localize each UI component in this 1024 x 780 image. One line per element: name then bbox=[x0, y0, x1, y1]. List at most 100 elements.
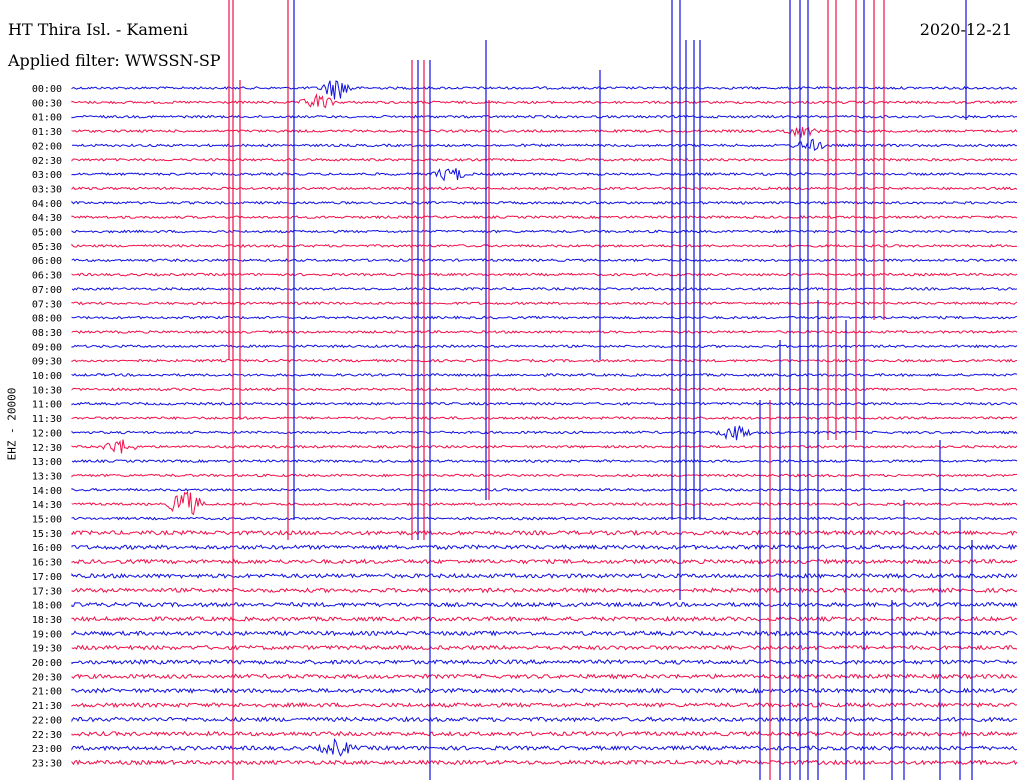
trace-line bbox=[71, 126, 1018, 138]
trace-line bbox=[71, 601, 1018, 608]
trace-line bbox=[71, 658, 1018, 666]
tick-label: 05:00 bbox=[32, 228, 62, 239]
tick-label: 19:00 bbox=[32, 629, 62, 640]
tick-label: 22:30 bbox=[32, 730, 62, 741]
trace-line bbox=[71, 759, 1018, 766]
tick-label: 20:30 bbox=[32, 672, 62, 683]
trace-line bbox=[71, 215, 1018, 220]
tick-label: 01:00 bbox=[32, 113, 62, 124]
tick-label: 02:00 bbox=[32, 141, 62, 152]
trace-line bbox=[71, 516, 1018, 521]
trace-line bbox=[71, 473, 1018, 478]
tick-label: 16:30 bbox=[32, 558, 62, 569]
tick-label: 10:00 bbox=[32, 371, 62, 382]
trace-line bbox=[71, 487, 1018, 492]
tick-label: 11:00 bbox=[32, 400, 62, 411]
tick-label: 16:00 bbox=[32, 543, 62, 554]
trace-line bbox=[71, 459, 1018, 464]
trace-line bbox=[71, 80, 1018, 100]
tick-label: 07:30 bbox=[32, 299, 62, 310]
tick-label: 22:00 bbox=[32, 715, 62, 726]
trace-line bbox=[71, 673, 1018, 680]
trace-line bbox=[71, 439, 1018, 454]
trace-line bbox=[71, 630, 1018, 637]
trace-line bbox=[71, 114, 1018, 119]
trace-line bbox=[71, 401, 1018, 406]
trace-line bbox=[71, 543, 1018, 551]
tick-label: 05:30 bbox=[32, 242, 62, 253]
tick-label: 04:00 bbox=[32, 199, 62, 210]
tick-label: 15:00 bbox=[32, 515, 62, 526]
trace-line bbox=[71, 358, 1018, 363]
trace-line bbox=[71, 586, 1018, 594]
tick-label: 09:30 bbox=[32, 357, 62, 368]
tick-label: 18:00 bbox=[32, 601, 62, 612]
tick-label: 12:30 bbox=[32, 443, 62, 454]
trace-line bbox=[71, 373, 1018, 378]
tick-label: 11:30 bbox=[32, 414, 62, 425]
trace-line bbox=[71, 258, 1018, 263]
trace-line bbox=[71, 387, 1018, 392]
trace-line bbox=[71, 243, 1018, 248]
trace-line bbox=[71, 186, 1018, 191]
trace-line bbox=[71, 329, 1018, 334]
trace-line bbox=[71, 558, 1018, 565]
tick-label: 06:30 bbox=[32, 271, 62, 282]
tick-label: 15:30 bbox=[32, 529, 62, 540]
trace-line bbox=[71, 425, 1018, 441]
station-title: HT Thira Isl. - Kameni bbox=[8, 20, 188, 39]
trace-line bbox=[71, 301, 1018, 306]
tick-label: 06:00 bbox=[32, 256, 62, 267]
tick-label: 17:30 bbox=[32, 586, 62, 597]
time-tick-labels: 00:00 00:30 01:00 01:30 02:00 02:30 03:00 03:30… bbox=[32, 84, 62, 769]
trace-line bbox=[71, 644, 1018, 651]
trace-line bbox=[71, 529, 1018, 537]
tick-label: 18:30 bbox=[32, 615, 62, 626]
tick-label: 13:00 bbox=[32, 457, 62, 468]
filter-label: Applied filter: WWSSN-SP bbox=[8, 51, 221, 70]
tick-label: 21:30 bbox=[32, 701, 62, 712]
tick-label: 23:30 bbox=[32, 758, 62, 769]
trace-line bbox=[71, 272, 1018, 277]
tick-label: 14:30 bbox=[32, 500, 62, 511]
trace-line bbox=[71, 344, 1018, 349]
tick-label: 00:30 bbox=[32, 98, 62, 109]
trace-line bbox=[71, 157, 1018, 162]
trace-line bbox=[71, 93, 1018, 109]
tick-label: 03:00 bbox=[32, 170, 62, 181]
tick-label: 17:00 bbox=[32, 572, 62, 583]
trace-line bbox=[71, 701, 1018, 709]
tick-label: 02:30 bbox=[32, 156, 62, 167]
tick-label: 08:30 bbox=[32, 328, 62, 339]
tick-label: 21:00 bbox=[32, 687, 62, 698]
trace-line bbox=[71, 738, 1018, 757]
tick-label: 00:00 bbox=[32, 84, 62, 95]
tick-label: 19:30 bbox=[32, 644, 62, 655]
tick-label: 14:00 bbox=[32, 486, 62, 497]
trace-line bbox=[71, 315, 1018, 320]
tick-label: 03:30 bbox=[32, 184, 62, 195]
tick-label: 08:00 bbox=[32, 314, 62, 325]
tick-label: 07:00 bbox=[32, 285, 62, 296]
trace-line bbox=[71, 200, 1018, 205]
tick-label: 13:30 bbox=[32, 471, 62, 482]
tick-label: 09:00 bbox=[32, 342, 62, 353]
trace-line bbox=[71, 615, 1018, 623]
trace-line bbox=[71, 490, 1018, 516]
tick-label: 01:30 bbox=[32, 127, 62, 138]
tick-label: 04:30 bbox=[32, 213, 62, 224]
trace-line bbox=[71, 286, 1018, 291]
trace-line bbox=[71, 168, 1018, 182]
trace-line bbox=[71, 572, 1018, 580]
seismic-traces bbox=[71, 0, 1018, 780]
trace-line bbox=[71, 416, 1018, 421]
tick-label: 12:00 bbox=[32, 428, 62, 439]
tick-label: 23:00 bbox=[32, 744, 62, 755]
trace-line bbox=[71, 730, 1018, 737]
trace-line bbox=[71, 138, 1018, 152]
tick-label: 20:00 bbox=[32, 658, 62, 669]
trace-line bbox=[71, 716, 1018, 723]
trace-line bbox=[71, 687, 1018, 694]
trace-line bbox=[71, 229, 1018, 234]
